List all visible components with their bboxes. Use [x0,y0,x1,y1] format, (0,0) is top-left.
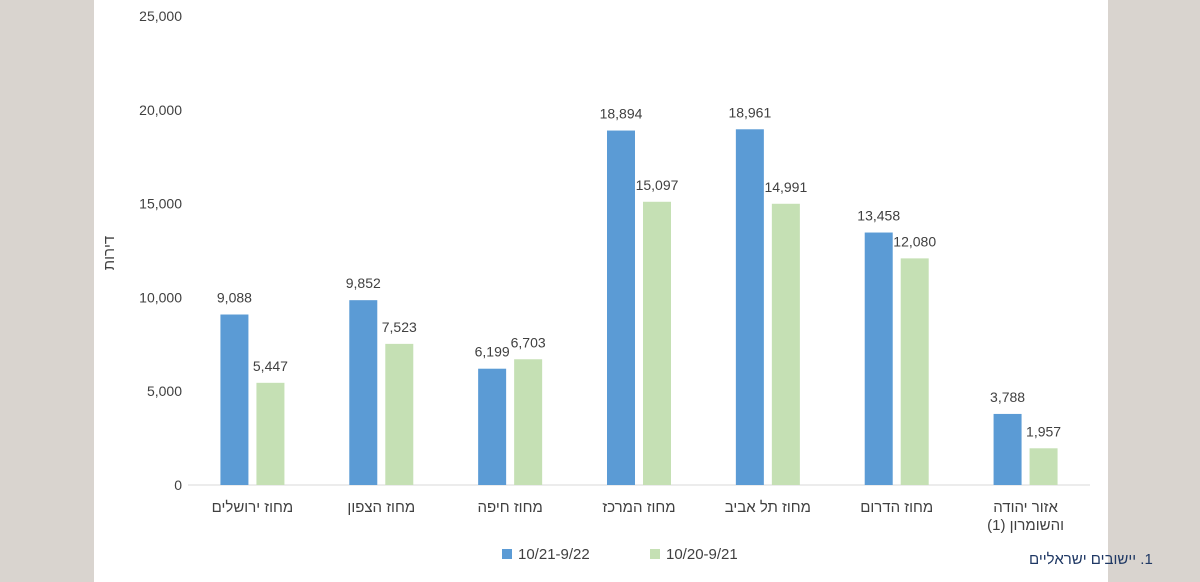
bar [771,203,800,485]
bar [1029,448,1058,485]
bar [735,129,764,486]
bar [514,359,543,485]
y-tick-label: 20,000 [139,102,182,118]
bar [478,368,507,485]
bar [864,232,893,485]
data-label: 18,961 [728,104,771,120]
data-label: 9,852 [346,275,381,291]
category-label: מחוז הצפון [347,499,415,516]
data-label: 18,894 [600,106,643,122]
legend-label: 10/20-9/21 [666,546,738,563]
data-label: 15,097 [636,177,679,193]
data-label: 6,703 [511,334,546,350]
y-tick-label: 15,000 [139,196,182,212]
bar [220,314,249,485]
legend-swatch [502,549,512,559]
data-label: 13,458 [857,208,900,224]
data-label: 12,080 [893,233,936,249]
bar-chart: 0 5,000 10,000 15,000 20,000 25,000 דירות 9,088… [101,8,1090,563]
y-tick-label: 25,000 [139,8,182,24]
bar [643,201,671,485]
bar [256,382,285,485]
y-tick-label: 0 [174,477,182,493]
y-tick-label: 5,000 [147,383,182,399]
y-tick-label: 10,000 [139,289,182,305]
data-label: 14,991 [764,179,807,195]
category-label: מחוז הדרום [860,499,933,516]
footnote: 1. יישובים ישראליים [1029,551,1153,568]
category-label: אזור יהודה [993,499,1058,516]
data-label: 3,788 [990,389,1025,405]
bar [900,258,929,485]
bar [993,413,1022,485]
legend-swatch [650,549,660,559]
chart-panel: 0 5,000 10,000 15,000 20,000 25,000 דירות 9,088… [94,0,1153,582]
legend-label: 10/21-9/22 [518,546,590,563]
data-label: 9,088 [217,290,252,306]
data-label: 5,447 [253,358,288,374]
category-label: מחוז המרכז [602,499,675,516]
category-label: מחוז חיפה [478,499,543,516]
data-label: 6,199 [475,344,510,360]
category-label: מחוז ירושלים [212,499,294,516]
bar [385,343,414,485]
bar [607,130,635,485]
data-label: 1,957 [1026,423,1061,439]
y-axis-title: דירות [101,236,118,270]
category-label: והשומרון (1) [987,517,1064,534]
bar [349,300,378,485]
data-label: 7,523 [382,319,417,335]
category-label: מחוז תל אביב [725,499,811,516]
